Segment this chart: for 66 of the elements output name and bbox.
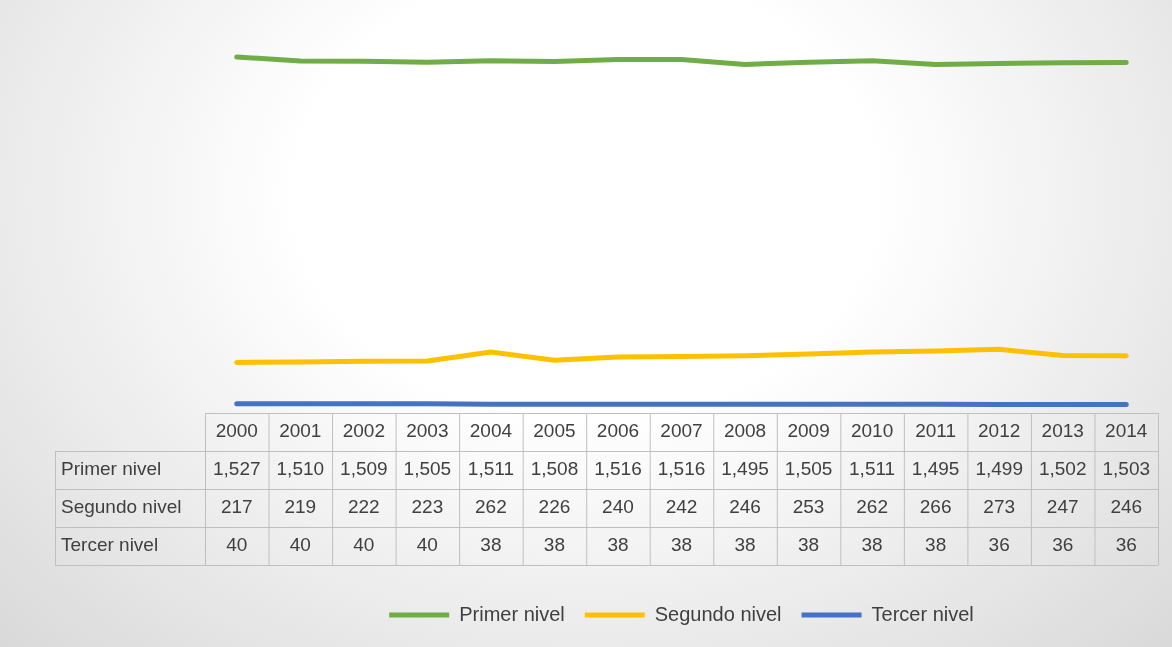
x-tick-label: 2013 <box>1041 420 1084 442</box>
data-label: 226 <box>538 496 571 518</box>
x-tick-label: 2002 <box>342 420 385 442</box>
x-tick-label: 2010 <box>850 420 894 442</box>
text: Primer nivel <box>61 458 162 480</box>
data-label: 246 <box>729 496 761 518</box>
data-label: 1,527 <box>212 458 261 480</box>
text: Tercer nivel <box>61 534 159 556</box>
data-label: 38 <box>670 534 693 556</box>
x-tick-label: 2008 <box>723 420 767 442</box>
data-label: 273 <box>983 496 1016 518</box>
data-label: 246 <box>1110 496 1143 518</box>
data-label: 222 <box>347 496 380 518</box>
data-label: 40 <box>226 534 248 556</box>
legend-label: Primer nivel <box>459 602 565 625</box>
x-tick-label: 2001 <box>279 420 322 442</box>
data-label: 36 <box>1052 534 1074 556</box>
x-tick-label: 2014 <box>1105 420 1148 442</box>
data-label: 1,503 <box>1102 458 1151 480</box>
data-label: 262 <box>856 496 888 518</box>
data-label: 38 <box>734 534 756 556</box>
x-tick-label: 2007 <box>660 420 703 442</box>
data-label: 223 <box>411 496 444 518</box>
data-label: 38 <box>480 534 502 556</box>
data-label: 40 <box>353 534 375 556</box>
data-label: 247 <box>1046 496 1079 518</box>
data-label: 40 <box>289 534 311 556</box>
data-label: 1,505 <box>403 458 452 480</box>
x-tick-label: 2004 <box>469 420 513 442</box>
data-label: 242 <box>665 496 698 518</box>
data-label: 38 <box>861 534 883 556</box>
data-label: 1,510 <box>276 458 325 480</box>
data-label: 40 <box>416 534 438 556</box>
data-label: 262 <box>475 496 507 518</box>
data-label: 1,511 <box>849 458 896 480</box>
data-label: 217 <box>220 496 253 518</box>
data-label: 36 <box>1115 534 1137 556</box>
x-tick-label: 2006 <box>596 420 640 442</box>
data-label: 38 <box>607 534 629 556</box>
data-label: 1,516 <box>594 458 642 480</box>
x-tick-label: 2011 <box>915 420 957 442</box>
data-label: 38 <box>798 534 820 556</box>
data-label: 1,505 <box>784 458 833 480</box>
data-label: 1,495 <box>911 458 960 480</box>
data-label: 1,508 <box>530 458 579 480</box>
data-label: 38 <box>543 534 565 556</box>
x-tick-label: 2012 <box>978 420 1021 442</box>
data-label: 1,509 <box>340 458 388 480</box>
data-label: 1,511 <box>467 458 514 480</box>
data-label: 266 <box>919 496 952 518</box>
data-label: 253 <box>792 496 825 518</box>
data-label: 1,502 <box>1038 458 1087 480</box>
text: Segundo nivel <box>61 496 182 518</box>
data-label: 1,516 <box>657 458 706 480</box>
data-label: 38 <box>925 534 947 556</box>
x-tick-label: 2000 <box>215 420 258 442</box>
x-tick-label: 2003 <box>406 420 449 442</box>
data-label: 240 <box>602 496 634 518</box>
data-label: 219 <box>284 496 317 518</box>
legend-label: Tercer nivel <box>871 602 974 625</box>
data-label: 36 <box>988 534 1010 556</box>
legend-label: Segundo nivel <box>654 602 782 625</box>
x-tick-label: 2009 <box>787 420 830 442</box>
data-label: 1,495 <box>721 458 769 480</box>
x-tick-label: 2005 <box>533 420 576 442</box>
data-label: 1,499 <box>975 458 1023 480</box>
